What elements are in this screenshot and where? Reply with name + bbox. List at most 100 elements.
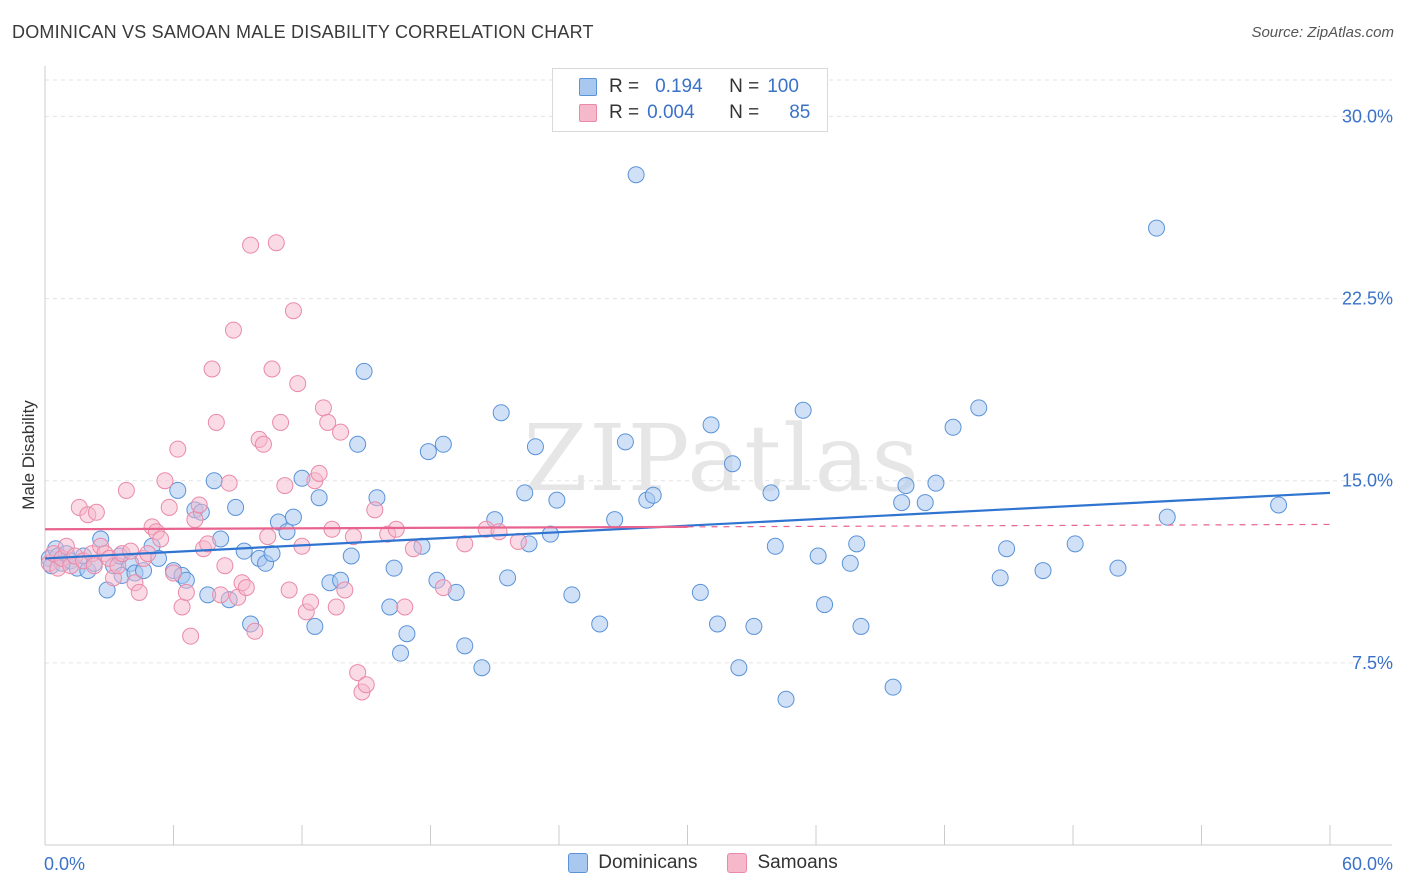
dominican-point [235,542,253,560]
legend-r-value: 0.004 [647,102,695,123]
dominican-point [1148,219,1166,237]
samoan-point [186,511,204,529]
dominican-point [563,586,581,604]
dominican-point [745,617,763,635]
gridlines [45,79,1392,664]
samoans-label: Samoans [757,852,838,873]
samoans-points [40,234,527,701]
dominican-point [419,443,437,461]
dominican-point [349,435,367,453]
dominicans-label: Dominicans [598,852,698,873]
dominican-point [893,494,911,512]
samoan-point [259,528,277,546]
dominican-point [816,596,834,614]
legend-n-label: N = [729,102,760,123]
dominican-point [1270,496,1288,514]
chart-title: DOMINICAN VS SAMOAN MALE DISABILITY CORR… [12,22,594,42]
y-tick-label: 15.0% [1342,471,1393,491]
samoan-point [302,593,320,611]
dominican-point [1034,562,1052,580]
source-credit: Source: ZipAtlas.com [1251,24,1394,41]
dominican-point [1158,508,1176,526]
legend-row-dominicans: R = 0.194 N = 100 [579,75,799,99]
legend-n-label: N = [729,76,760,97]
dominican-point [916,494,934,512]
samoan-point [349,664,367,682]
dominican-point [944,418,962,436]
dominican-point [499,569,517,587]
dominican-point [1109,559,1127,577]
dominican-point [998,540,1016,558]
samoan-point [212,586,230,604]
dominican-point [708,615,726,633]
dominican-point [392,644,410,662]
samoan-point [85,557,103,575]
samoan-point [169,440,187,458]
samoan-point [366,501,384,519]
dominican-point [723,455,741,473]
dominican-point [381,598,399,616]
samoan-point [319,413,337,431]
watermark: ZIPatlas [523,405,920,512]
axes [44,66,1392,846]
dominican-point [434,435,452,453]
dominican-point [762,484,780,502]
samoan-point [434,579,452,597]
samoan-point [284,302,302,320]
samoan-point [404,540,422,558]
dominican-point [169,481,187,499]
dominican-point [263,545,281,563]
dominican-point [616,433,634,451]
dominican-point [884,678,902,696]
samoan-point [327,598,345,616]
samoan-point [456,535,474,553]
dominican-point [852,617,870,635]
samoan-point [224,321,242,339]
samoan-point [280,581,298,599]
samoan-point [173,598,191,616]
samoan-point [177,583,195,601]
samoan-point [203,360,221,378]
dominican-point [473,659,491,677]
y-tick-label: 7.5% [1352,653,1393,673]
dominicans-swatch [568,853,589,873]
dominican-point [492,404,510,422]
dominican-point [548,491,566,509]
samoan-point [130,583,148,601]
y-tick-label: 30.0% [1342,106,1393,126]
samoan-point [272,413,290,431]
samoan-point [246,622,264,640]
tick-labels: 7.5% 15.0% 22.5% 30.0% 0.0% 60.0% [44,106,1393,874]
dominican-point [526,438,544,456]
dominican-point [644,486,662,504]
dominican-point [205,472,223,490]
correlation-legend: R = 0.194 N = 100 R = 0.004 N = 85 [552,68,828,132]
dominican-point [398,625,416,643]
samoan-point [263,360,281,378]
samoan-point [237,579,255,597]
dominican-point [809,547,827,565]
samoan-point [242,236,260,254]
samoan-point [509,532,527,550]
dominican-point [278,523,296,541]
dominican-point [927,474,945,492]
dominican-point [385,559,403,577]
samoan-point [396,598,414,616]
dominican-point [897,477,915,495]
y-tick-label: 22.5% [1342,289,1393,309]
legend-n-value: 100 [767,76,799,97]
dominican-point [627,166,645,184]
dominican-point [970,399,988,417]
samoan-point [267,234,285,252]
samoan-point [117,481,135,499]
samoan-point [87,503,105,521]
legend-item-dominicans: Dominicans [568,852,697,874]
dominican-point [991,569,1009,587]
samoan-point [156,472,174,490]
dominican-point [456,637,474,655]
x-tick-label: 0.0% [44,854,85,874]
series-legend: Dominicans Samoans [0,852,1406,874]
samoan-point [357,676,375,694]
dominican-point [541,525,559,543]
